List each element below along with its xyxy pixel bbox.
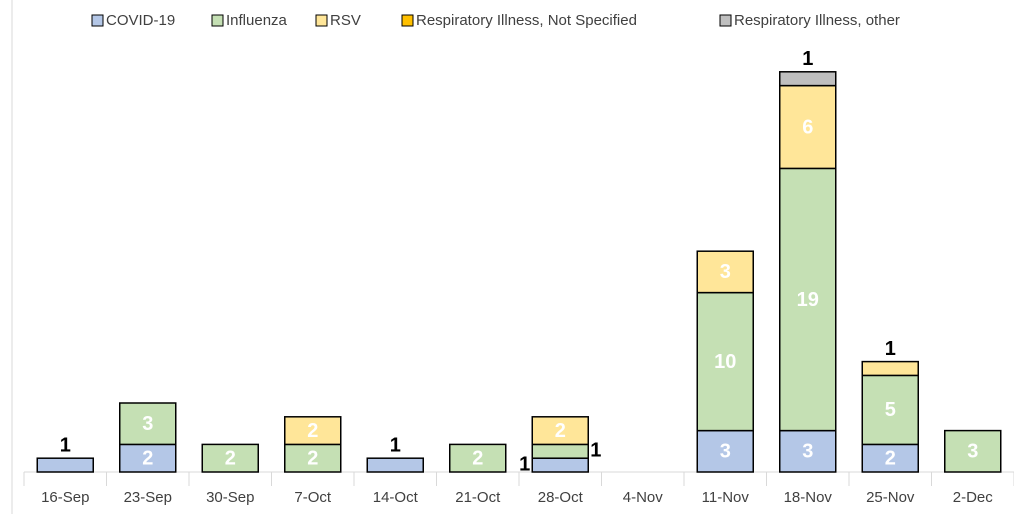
bar-segment xyxy=(861,360,919,377)
bar-segment xyxy=(779,84,837,170)
data-label: 1 xyxy=(802,48,813,70)
data-label: 1 xyxy=(390,434,401,456)
legend-swatch xyxy=(91,14,104,27)
bar-segment xyxy=(531,416,589,446)
data-label: 1 xyxy=(590,440,601,462)
bar-segment xyxy=(861,374,919,446)
bar-segment xyxy=(366,457,424,473)
data-label: 2 xyxy=(142,447,153,469)
bar-segment xyxy=(449,443,507,473)
legend-label: Respiratory Illness, other xyxy=(734,12,900,29)
data-label: 1 xyxy=(885,338,896,360)
bar-segment xyxy=(284,416,342,446)
bar-segment xyxy=(779,167,837,432)
data-label: 10 xyxy=(714,351,736,373)
data-label: 2 xyxy=(307,447,318,469)
legend-swatch xyxy=(401,14,414,27)
bar-segment xyxy=(696,250,754,294)
x-tick-label: 23-Sep xyxy=(124,489,172,506)
legend-label: RSV xyxy=(330,12,361,29)
x-tick-label: 25-Nov xyxy=(866,489,915,506)
bar-segment xyxy=(531,443,589,459)
bar-segment xyxy=(696,291,754,432)
legend-swatch xyxy=(719,14,732,27)
data-label: 1 xyxy=(519,453,530,475)
x-tick-label: 16-Sep xyxy=(41,489,89,506)
data-label: 3 xyxy=(142,413,153,435)
bar-segment xyxy=(944,429,1002,473)
legend-label: Influenza xyxy=(226,12,288,29)
bar-segment xyxy=(531,457,589,473)
bar-segment xyxy=(36,457,94,473)
x-tick-label: 11-Nov xyxy=(702,489,750,506)
data-label: 2 xyxy=(555,420,566,442)
data-label: 3 xyxy=(720,261,731,283)
data-label: 19 xyxy=(797,289,819,311)
legend-swatch xyxy=(315,14,328,27)
data-label: 5 xyxy=(885,399,896,421)
bar-segment xyxy=(779,429,837,473)
x-tick-label: 21-Oct xyxy=(455,489,501,506)
x-tick-label: 30-Sep xyxy=(206,489,254,506)
bar-segment xyxy=(779,71,837,87)
data-label: 2 xyxy=(225,447,236,469)
bar-segment xyxy=(119,443,177,473)
x-tick-label: 28-Oct xyxy=(538,489,584,506)
data-label: 1 xyxy=(60,434,71,456)
legend-swatch xyxy=(211,14,224,27)
data-label: 3 xyxy=(720,441,731,463)
data-label: 2 xyxy=(307,420,318,442)
bar-segment xyxy=(119,402,177,446)
legend-label: Respiratory Illness, Not Specified xyxy=(416,12,637,29)
legend-label: COVID-19 xyxy=(106,12,175,29)
data-label: 3 xyxy=(802,441,813,463)
data-label: 2 xyxy=(472,447,483,469)
bar-segment xyxy=(201,443,259,473)
x-tick-label: 7-Oct xyxy=(294,489,332,506)
data-label: 3 xyxy=(967,441,978,463)
data-label: 6 xyxy=(802,116,813,138)
x-tick-label: 2-Dec xyxy=(953,489,994,506)
data-label: 2 xyxy=(885,447,896,469)
bar-segment xyxy=(861,443,919,473)
x-tick-label: 4-Nov xyxy=(623,489,664,506)
x-tick-label: 14-Oct xyxy=(373,489,419,506)
x-tick-label: 18-Nov xyxy=(784,489,833,506)
